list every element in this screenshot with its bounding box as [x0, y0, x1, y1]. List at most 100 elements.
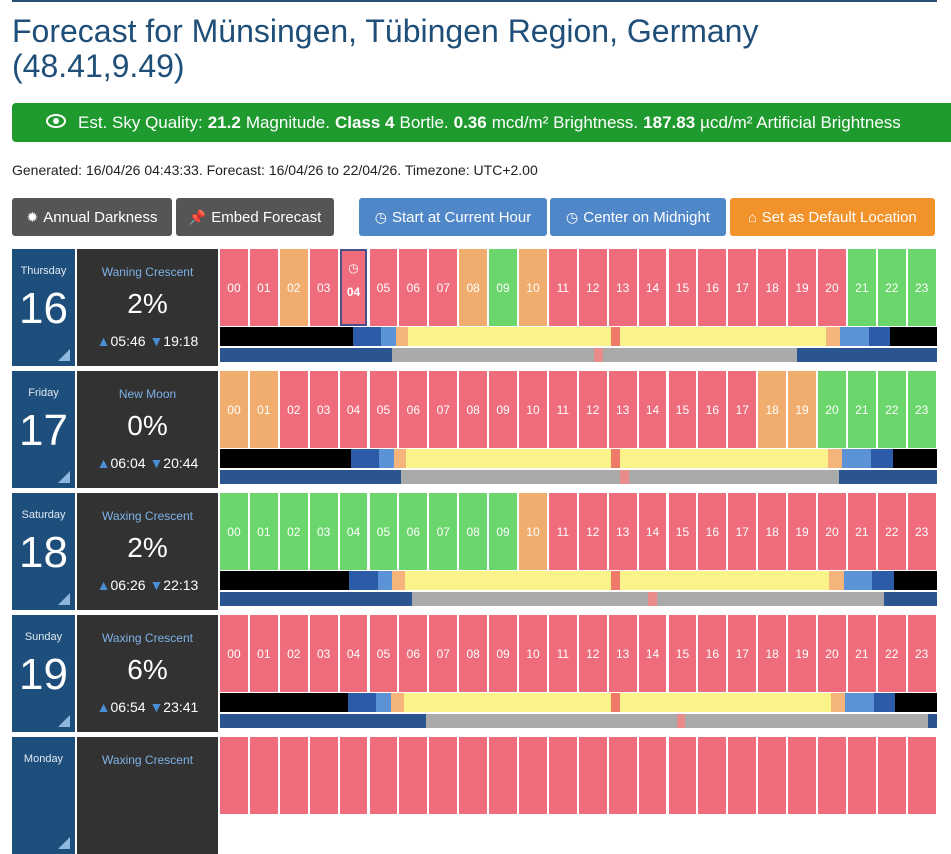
hour-cell[interactable]: 02: [279, 249, 308, 326]
day-date-box[interactable]: Thursday 16: [12, 249, 75, 366]
hour-cell[interactable]: 21: [847, 249, 876, 326]
hour-cell[interactable]: [249, 737, 278, 814]
hour-cell[interactable]: 13: [608, 493, 637, 570]
hour-cell[interactable]: 16: [698, 615, 727, 692]
hour-cell[interactable]: [459, 737, 488, 814]
hour-cell[interactable]: 09: [489, 615, 517, 692]
day-date-box[interactable]: Sunday 19: [12, 615, 75, 732]
hour-cell[interactable]: 17: [728, 615, 757, 692]
hour-cell[interactable]: 20: [818, 371, 846, 448]
hour-cell[interactable]: 09: [489, 249, 517, 326]
hour-cell[interactable]: 11: [548, 493, 577, 570]
hour-cell[interactable]: 06: [399, 371, 428, 448]
hour-cell[interactable]: 22: [877, 249, 906, 326]
hour-cell[interactable]: [907, 737, 936, 814]
embed-forecast-button[interactable]: 📌 Embed Forecast: [176, 198, 334, 236]
hour-cell[interactable]: 14: [638, 371, 667, 448]
hour-cell[interactable]: 00: [220, 615, 248, 692]
hour-cell[interactable]: 12: [578, 615, 607, 692]
hour-cell[interactable]: 20: [818, 249, 846, 326]
hour-cell[interactable]: 01: [249, 249, 278, 326]
hour-cell[interactable]: 10: [519, 615, 547, 692]
hour-cell[interactable]: [728, 737, 757, 814]
hour-cell[interactable]: 03: [309, 615, 338, 692]
hour-cell[interactable]: 01: [249, 493, 278, 570]
hour-cell[interactable]: 09: [489, 493, 517, 570]
hour-cell[interactable]: [548, 737, 577, 814]
hour-cell[interactable]: 21: [847, 615, 876, 692]
hour-cell[interactable]: 22: [877, 493, 906, 570]
hour-cell[interactable]: [279, 737, 308, 814]
hour-cell[interactable]: 22: [877, 615, 906, 692]
hour-cell[interactable]: 11: [548, 615, 577, 692]
hour-cell[interactable]: 19: [788, 493, 816, 570]
hour-cell[interactable]: 15: [668, 249, 697, 326]
hour-cell[interactable]: [818, 737, 846, 814]
hour-cell[interactable]: [578, 737, 607, 814]
hour-cell[interactable]: 15: [668, 371, 697, 448]
day-date-box[interactable]: Friday 17: [12, 371, 75, 488]
day-date-box[interactable]: Monday: [12, 737, 75, 854]
hour-cell[interactable]: 19: [788, 249, 816, 326]
hour-cell[interactable]: [758, 737, 787, 814]
hour-cell[interactable]: 01: [249, 615, 278, 692]
hour-cell[interactable]: 20: [818, 615, 846, 692]
hour-cell[interactable]: 02: [279, 371, 308, 448]
hour-cell[interactable]: 23: [907, 371, 936, 448]
hour-cell[interactable]: 11: [548, 249, 577, 326]
hour-cell[interactable]: 02: [279, 493, 308, 570]
hour-cell[interactable]: 16: [698, 371, 727, 448]
hour-cell[interactable]: [638, 737, 667, 814]
hour-cell[interactable]: 09: [489, 371, 517, 448]
hour-cell[interactable]: [309, 737, 338, 814]
hour-cell[interactable]: 21: [847, 371, 876, 448]
hour-cell[interactable]: 05: [369, 615, 398, 692]
set-default-location-button[interactable]: ⌂ Set as Default Location: [730, 198, 935, 236]
hour-cell[interactable]: 23: [907, 249, 936, 326]
start-current-hour-button[interactable]: ◷ Start at Current Hour: [359, 198, 547, 236]
hour-cell[interactable]: 06: [399, 493, 428, 570]
hour-cell[interactable]: 05: [369, 249, 398, 326]
hour-cell[interactable]: 17: [728, 249, 757, 326]
hour-cell[interactable]: 07: [429, 615, 458, 692]
hour-cell[interactable]: 14: [638, 615, 667, 692]
hour-cell[interactable]: 10: [519, 493, 547, 570]
hour-cell[interactable]: 08: [459, 249, 488, 326]
hour-cell[interactable]: [489, 737, 517, 814]
hour-cell[interactable]: 12: [578, 371, 607, 448]
hour-cell[interactable]: [399, 737, 428, 814]
hour-cell[interactable]: 10: [519, 249, 547, 326]
hour-cell[interactable]: 10: [519, 371, 547, 448]
hour-cell[interactable]: 07: [429, 493, 458, 570]
hour-cell[interactable]: 06: [399, 249, 428, 326]
hour-cell[interactable]: 15: [668, 615, 697, 692]
hour-cell[interactable]: 13: [608, 615, 637, 692]
hour-cell[interactable]: 16: [698, 493, 727, 570]
hour-cell[interactable]: ◷ 04: [339, 249, 368, 326]
hour-cell[interactable]: [339, 737, 368, 814]
hour-cell[interactable]: 11: [548, 371, 577, 448]
hour-cell[interactable]: 07: [429, 371, 458, 448]
hour-cell[interactable]: 17: [728, 371, 757, 448]
hour-cell[interactable]: 08: [459, 371, 488, 448]
hour-cell[interactable]: [369, 737, 398, 814]
day-date-box[interactable]: Saturday 18: [12, 493, 75, 610]
hour-cell[interactable]: 05: [369, 493, 398, 570]
hour-cell[interactable]: 00: [220, 249, 248, 326]
hour-cell[interactable]: [847, 737, 876, 814]
hour-cell[interactable]: 03: [309, 249, 338, 326]
hour-cell[interactable]: 19: [788, 615, 816, 692]
hour-cell[interactable]: 14: [638, 249, 667, 326]
hour-cell[interactable]: 08: [459, 615, 488, 692]
hour-cell[interactable]: 18: [758, 493, 787, 570]
hour-cell[interactable]: 19: [788, 371, 816, 448]
hour-cell[interactable]: 18: [758, 249, 787, 326]
hour-cell[interactable]: 04: [339, 615, 368, 692]
hour-cell[interactable]: 18: [758, 615, 787, 692]
hour-cell[interactable]: 13: [608, 249, 637, 326]
hour-cell[interactable]: 17: [728, 493, 757, 570]
hour-cell[interactable]: 12: [578, 249, 607, 326]
hour-cell[interactable]: 00: [220, 371, 248, 448]
hour-cell[interactable]: 16: [698, 249, 727, 326]
hour-cell[interactable]: [698, 737, 727, 814]
